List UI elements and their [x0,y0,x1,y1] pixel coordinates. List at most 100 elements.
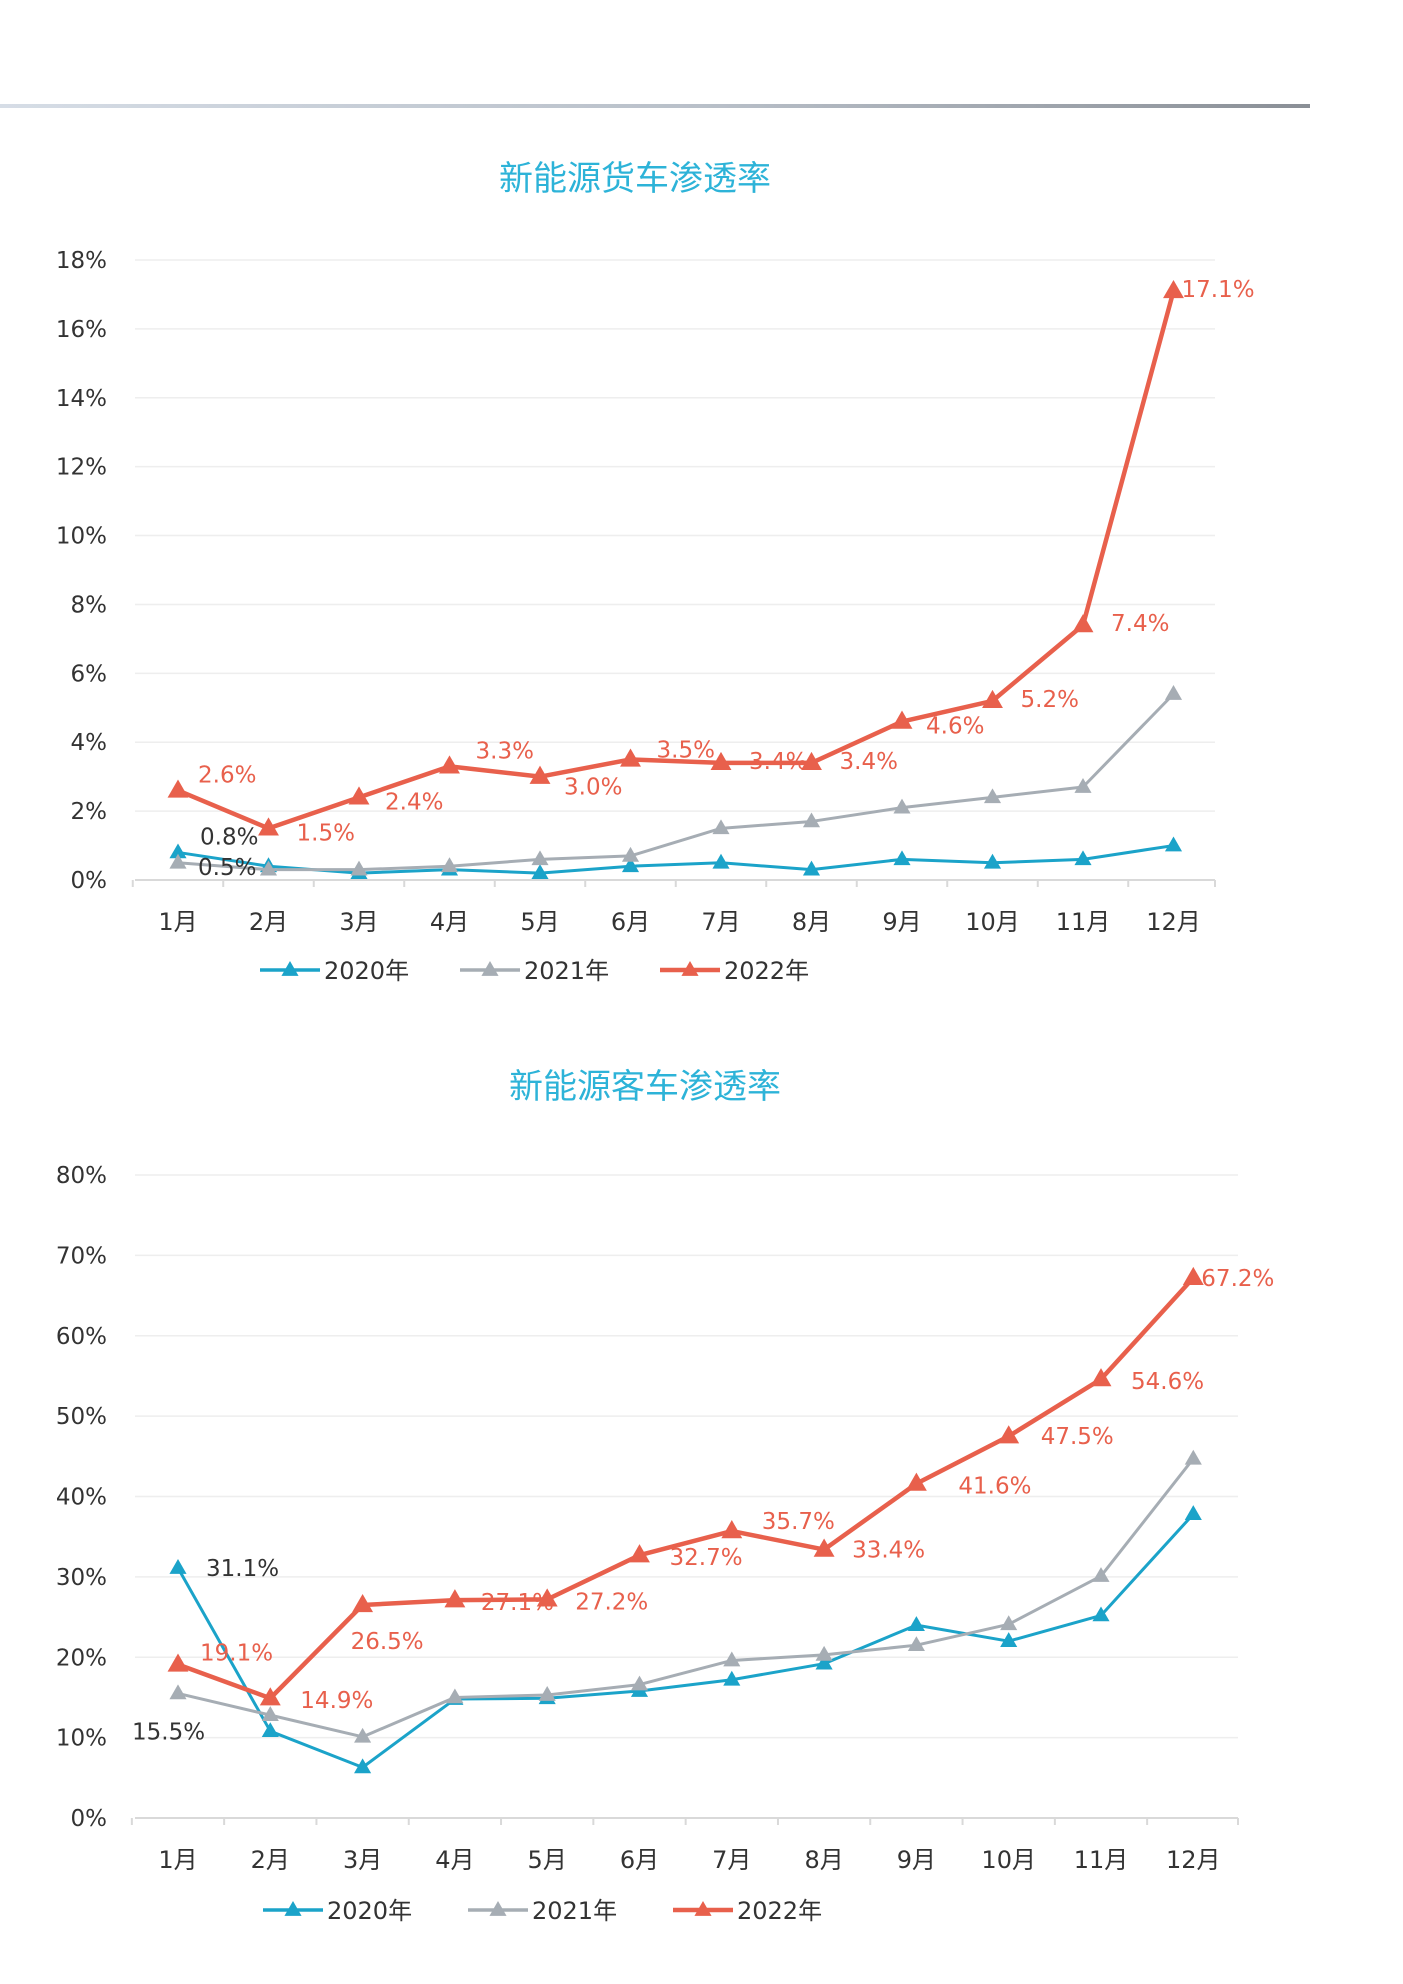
x-tick-label: 3月 [343,1846,382,1874]
data-point [169,1684,187,1700]
y-tick-label: 6% [71,661,108,687]
data-point [815,1645,833,1661]
data-label: 47.5% [1041,1424,1114,1450]
data-point [258,817,279,836]
data-point [354,1727,372,1743]
y-tick-label: 0% [71,1806,108,1832]
data-point [723,1651,741,1667]
y-tick-label: 10% [56,1726,107,1752]
series-line-2020年 [176,1513,1195,1769]
data-label: 5.2% [1021,687,1079,713]
data-point [1164,685,1183,700]
data-point [815,1654,833,1670]
y-tick-label: 20% [56,1645,107,1671]
y-tick-label: 14% [56,386,107,412]
data-point [982,689,1003,709]
series-line-2022年 [177,1276,1195,1701]
legend-label: 2021年 [532,1897,617,1925]
data-point [169,853,187,869]
x-tick-label: 10月 [981,1846,1036,1874]
y-tick-label: 30% [56,1565,107,1591]
data-label: 27.2% [575,1589,648,1615]
data-label: 54.6% [1131,1369,1204,1395]
data-point [983,788,1002,804]
truck-penetration-chart: 新能源货车渗透率 0% 2% 4% 6% 8% 10% 12% 14% 16% 18% 1月 2月 3月 4… [56,159,1255,985]
data-point [259,1687,281,1706]
data-point [350,860,368,876]
data-point [529,765,551,784]
data-label: 33.4% [852,1538,925,1564]
x-tick-label: 1月 [158,1846,197,1874]
data-point [169,843,187,859]
data-label: 2.4% [385,789,443,815]
legend-label: 2021年 [524,957,609,985]
data-label: 3.3% [476,738,534,764]
legend-label: 2020年 [327,1897,412,1925]
data-label: 19.1% [200,1640,273,1666]
data-point [352,1594,374,1613]
legend-label: 2022年 [724,957,809,985]
x-tick-label: 5月 [520,908,559,936]
y-tick-label: 40% [56,1485,107,1511]
data-label: 3.0% [564,775,622,801]
data-point [259,860,278,876]
legend-marker [681,961,699,976]
data-label: 67.2% [1201,1266,1274,1292]
data-point [167,779,189,798]
top-divider [0,104,1310,108]
data-label: 7.4% [1111,611,1169,637]
legend-marker [481,961,499,976]
x-tick-label: 4月 [435,1846,474,1874]
data-label: 3.5% [657,737,715,763]
data-label: 15.5% [132,1719,205,1745]
data-point [712,853,730,869]
x-tick-label: 7月 [701,908,740,936]
data-point [1164,836,1183,852]
data-point [802,812,821,828]
data-label: 41.6% [958,1474,1031,1500]
chart-title: 新能源客车渗透率 [509,1067,781,1107]
data-point [629,1544,650,1563]
y-tick-label: 8% [71,592,108,618]
y-tick-label: 10% [56,524,107,550]
legend-marker [284,1901,302,1916]
legend-label: 2020年 [324,957,409,985]
data-point [1074,778,1092,793]
x-tick-label: 3月 [339,908,378,936]
data-point [621,857,640,873]
data-point [1072,614,1094,633]
x-tick-label: 12月 [1166,1846,1221,1874]
chart-title: 新能源货车渗透率 [499,159,771,199]
data-label: 4.6% [926,714,984,740]
data-label: 14.9% [300,1688,373,1714]
data-label: 27.1% [481,1590,554,1616]
data-label: 31.1% [206,1556,279,1582]
data-point [440,857,459,873]
y-tick-label: 18% [56,248,107,274]
data-point [721,1520,743,1539]
data-point [630,1675,649,1691]
data-label: 3.4% [840,749,898,775]
legend-marker [694,1901,712,1916]
data-point [261,1722,279,1738]
data-label: 32.7% [670,1545,743,1571]
data-point [444,1589,466,1608]
data-point [439,755,460,774]
data-point [905,1472,927,1491]
data-point [1163,280,1184,299]
y-tick-label: 50% [56,1404,107,1430]
data-point [998,1425,1020,1444]
series-line-2021年 [177,692,1175,872]
y-tick-label: 4% [71,730,108,756]
data-point [1092,1567,1110,1582]
data-point [907,1636,925,1652]
data-point [712,819,730,835]
y-tick-label: 0% [71,868,108,894]
data-point [621,846,640,862]
data-point [983,853,1002,869]
data-point [907,1616,925,1631]
data-label: 26.5% [351,1629,424,1655]
x-tick-label: 8月 [792,908,831,936]
